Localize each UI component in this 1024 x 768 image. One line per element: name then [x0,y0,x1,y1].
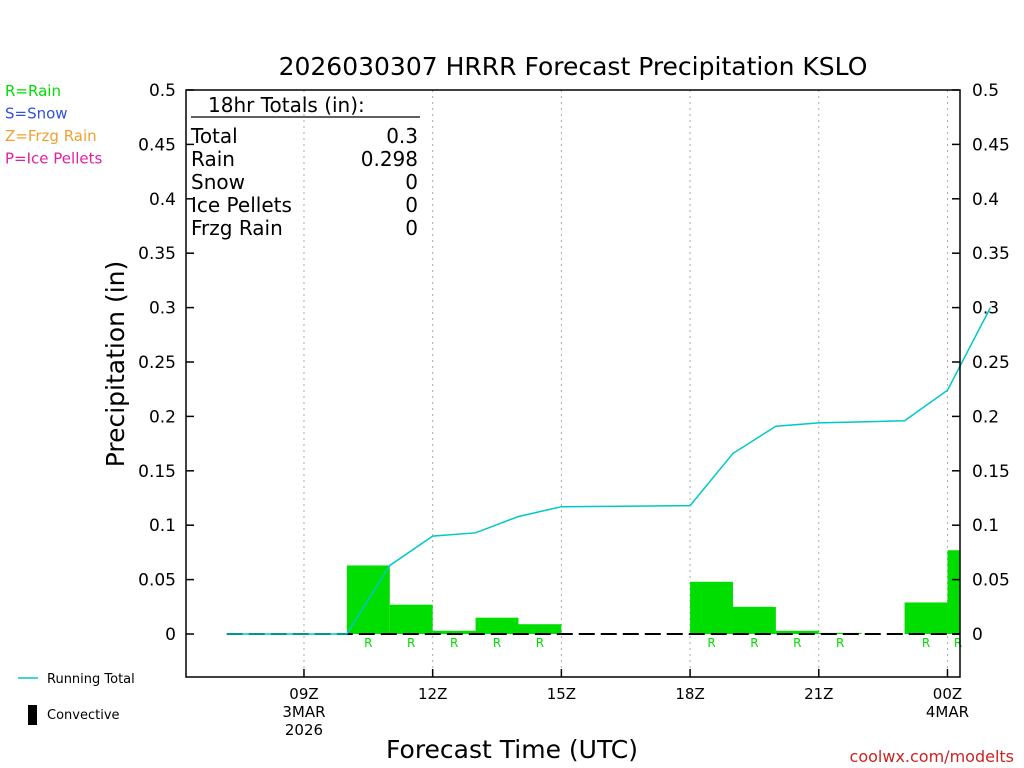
totals-heading: 18hr Totals (in): [208,93,365,117]
x-tick-label: 15Z [547,685,576,703]
precip-type-letter: R [750,636,758,650]
totals-row-label: Rain [191,147,235,171]
precip-type-letter: R [493,636,501,650]
y-tick-label-left: 0.1 [149,516,176,536]
y-tick-label-right: 0.5 [972,81,999,101]
y-tick-label-left: 0.45 [138,135,176,155]
totals-row-value: 0 [405,170,418,194]
precip-type-letter: R [707,636,715,650]
type-legend-item: R=Rain [5,82,61,100]
y-tick-label-right: 0.4 [972,190,999,210]
precip-type-letter: R [407,636,415,650]
y-tick-label-right: 0.1 [972,516,999,536]
series-legend: Running Total Convective [18,672,135,725]
chart-title: 2026030307 HRRR Forecast Precipitation K… [279,52,868,81]
precip-type-legend: R=Rain S=Snow Z=Frzg Rain P=Ice Pellets [5,82,102,168]
y-axis-right: 0 0.05 0.1 0.15 0.2 0.25 0.3 0.35 0.4 0.45 0.5 [952,81,1010,645]
precip-type-letter: R [836,636,844,650]
y-tick-label-left: 0.05 [138,571,176,591]
x-tick-label: 18Z [675,685,704,703]
grid-lines [303,90,948,677]
x-tick-label: 09Z [289,685,318,703]
x-tick-label: 4MAR [926,703,969,721]
totals-box: 18hr Totals (in): Total 0.3 Rain 0.298 Snow 0 I… [190,93,420,240]
totals-row-value: 0 [405,216,418,240]
y-tick-label-right: 0.2 [972,407,999,427]
y-tick-label-right: 0.15 [972,462,1010,482]
y-axis-left: 0 0.05 0.1 0.15 0.2 0.25 0.3 0.35 0.4 0.45 0.5 [138,81,194,645]
type-legend-item: S=Snow [5,105,68,123]
convective-legend-swatch [28,705,37,725]
totals-row-label: Ice Pellets [191,193,292,217]
totals-row-label: Frzg Rain [191,216,283,240]
y-tick-label-left: 0.25 [138,353,176,373]
y-tick-label-left: 0.15 [138,462,176,482]
y-tick-label-left: 0.4 [149,190,176,210]
bars [346,550,960,634]
type-legend-item: P=Ice Pellets [5,150,102,168]
y-tick-label-left: 0.2 [149,407,176,427]
series-legend-label: Running Total [47,672,135,687]
precip-type-letter: R [922,636,930,650]
x-axis-label: Forecast Time (UTC) [386,735,638,764]
precip-bar [518,624,562,634]
totals-row-label: Total [190,124,238,148]
x-tick-label: 00Z [933,685,962,703]
plot-frame [185,89,961,678]
y-tick-label-right: 0.05 [972,571,1010,591]
watermark: coolwx.com/modelts [850,747,1014,766]
running-total-path [226,307,992,635]
type-legend-item: Z=Frzg Rain [5,127,97,145]
precip-type-letter: R [954,636,962,650]
y-tick-label-right: 0.35 [972,244,1010,264]
y-tick-label-left: 0 [165,625,176,645]
precip-bar [775,630,819,634]
precip-type-letter: R [793,636,801,650]
y-tick-label-left: 0.35 [138,244,176,264]
y-tick-label-right: 0.3 [972,299,999,319]
precip-bar [947,550,960,634]
y-tick-label-left: 0.5 [149,81,176,101]
precip-bar [818,632,862,634]
y-tick-label-right: 0.25 [972,353,1010,373]
precip-bar [690,581,733,634]
series-legend-label: Convective [47,708,120,723]
running-total-line [226,307,992,635]
y-tick-label-right: 0 [972,625,983,645]
precip-bar [432,630,476,634]
precip-bar [904,602,948,634]
precip-bar [389,604,433,634]
precip-bar [732,606,776,634]
x-tick-label: 12Z [418,685,447,703]
precip-bar [475,617,519,634]
precip-type-letter: R [364,636,372,650]
totals-row-value: 0.3 [386,124,418,148]
totals-row-value: 0 [405,193,418,217]
y-tick-label-right: 0.45 [972,135,1010,155]
x-tick-label: 3MAR [282,703,325,721]
x-tick-label: 21Z [804,685,833,703]
precip-type-letter: R [536,636,544,650]
y-tick-label-left: 0.3 [149,299,176,319]
precip-type-letter: R [450,636,458,650]
x-tick-label: 2026 [285,721,323,739]
totals-row-value: 0.298 [361,147,418,171]
totals-row-label: Snow [191,170,245,194]
y-axis-label: Precipitation (in) [101,261,130,468]
